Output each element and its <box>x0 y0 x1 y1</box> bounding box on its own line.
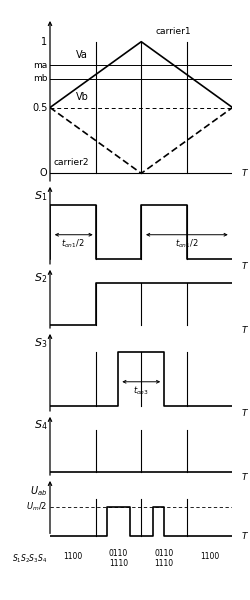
Text: $U_m/2$: $U_m/2$ <box>26 501 47 514</box>
Text: T: T <box>242 326 247 335</box>
Text: $t_{on1}/2$: $t_{on1}/2$ <box>61 238 84 250</box>
Text: mb: mb <box>33 74 47 83</box>
Text: 0110: 0110 <box>109 549 128 558</box>
Text: $t_{on3}$: $t_{on3}$ <box>133 385 149 397</box>
Text: 1100: 1100 <box>200 552 219 561</box>
Text: T: T <box>242 262 247 271</box>
Text: $S_2$: $S_2$ <box>34 271 47 285</box>
Text: 1: 1 <box>41 37 47 47</box>
Text: T: T <box>242 473 247 482</box>
Text: 1100: 1100 <box>63 552 82 561</box>
Text: Vb: Vb <box>76 92 88 102</box>
Text: 0110: 0110 <box>154 549 174 558</box>
Text: T: T <box>242 409 247 418</box>
Text: $U_{ab}$: $U_{ab}$ <box>30 484 47 498</box>
Text: carrier1: carrier1 <box>156 28 192 37</box>
Text: O: O <box>40 169 47 178</box>
Text: carrier2: carrier2 <box>54 158 89 167</box>
Text: 1110: 1110 <box>109 559 128 568</box>
Text: $S_3$: $S_3$ <box>34 336 47 350</box>
Text: T: T <box>242 532 247 541</box>
Text: ma: ma <box>33 61 47 70</box>
Text: $S_4$: $S_4$ <box>34 418 47 432</box>
Text: 0.5: 0.5 <box>32 103 47 113</box>
Text: $t_{on1}/2$: $t_{on1}/2$ <box>175 238 199 250</box>
Text: T: T <box>242 169 247 178</box>
Text: $S_1S_2S_3S_4$: $S_1S_2S_3S_4$ <box>12 552 47 565</box>
Text: Va: Va <box>76 50 88 60</box>
Text: $S_1$: $S_1$ <box>34 189 47 203</box>
Text: 1110: 1110 <box>154 559 174 568</box>
